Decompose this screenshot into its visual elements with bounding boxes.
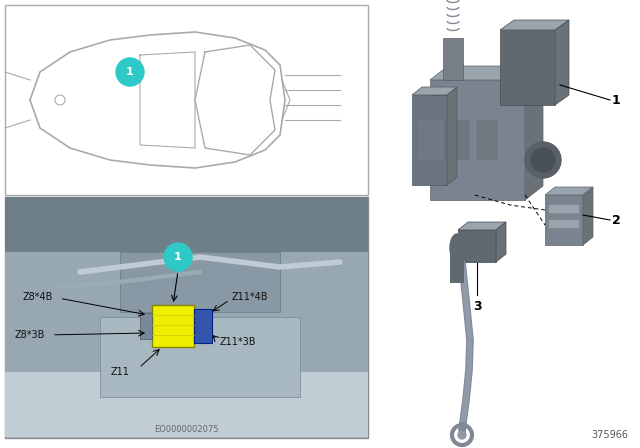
Text: Z11*3B: Z11*3B [220,337,256,347]
Ellipse shape [450,234,464,262]
Polygon shape [500,20,569,30]
Text: 375966: 375966 [591,430,628,440]
Text: Z8*4B: Z8*4B [23,292,53,302]
Bar [443,38,463,80]
Bar [448,120,470,160]
Polygon shape [545,187,593,195]
Bar [545,195,583,245]
Text: 2: 2 [612,214,621,227]
Polygon shape [412,87,457,95]
Bar [500,30,555,105]
Text: Z11: Z11 [111,367,129,377]
Circle shape [116,58,144,86]
Circle shape [525,142,561,178]
Circle shape [458,431,466,439]
Bar [152,305,194,347]
Text: 1: 1 [126,67,134,77]
Text: Z8*3B: Z8*3B [15,330,45,340]
Text: 1: 1 [174,252,182,262]
Polygon shape [583,187,593,245]
Bar [5,197,368,438]
Bar [5,252,368,372]
Bar [140,313,152,339]
Bar [194,309,212,343]
Polygon shape [447,87,457,185]
Circle shape [531,148,555,172]
Bar [549,205,579,213]
Bar [430,80,525,200]
Polygon shape [458,222,506,230]
Bar [549,220,579,228]
Polygon shape [525,66,543,200]
Bar [412,95,447,185]
Circle shape [164,243,192,271]
Text: 1: 1 [612,94,621,107]
Text: EO0000002075: EO0000002075 [154,426,218,435]
Bar [5,197,368,252]
Polygon shape [555,20,569,105]
Text: 3: 3 [473,300,481,313]
Bar [450,248,464,283]
Bar [120,252,280,312]
Bar [458,230,496,262]
Bar [100,317,300,397]
Bar [5,5,368,195]
Polygon shape [496,222,506,262]
Text: Z11*4B: Z11*4B [232,292,268,302]
Polygon shape [430,66,543,80]
Bar [476,120,498,160]
Bar [420,120,442,160]
Bar [5,372,368,437]
